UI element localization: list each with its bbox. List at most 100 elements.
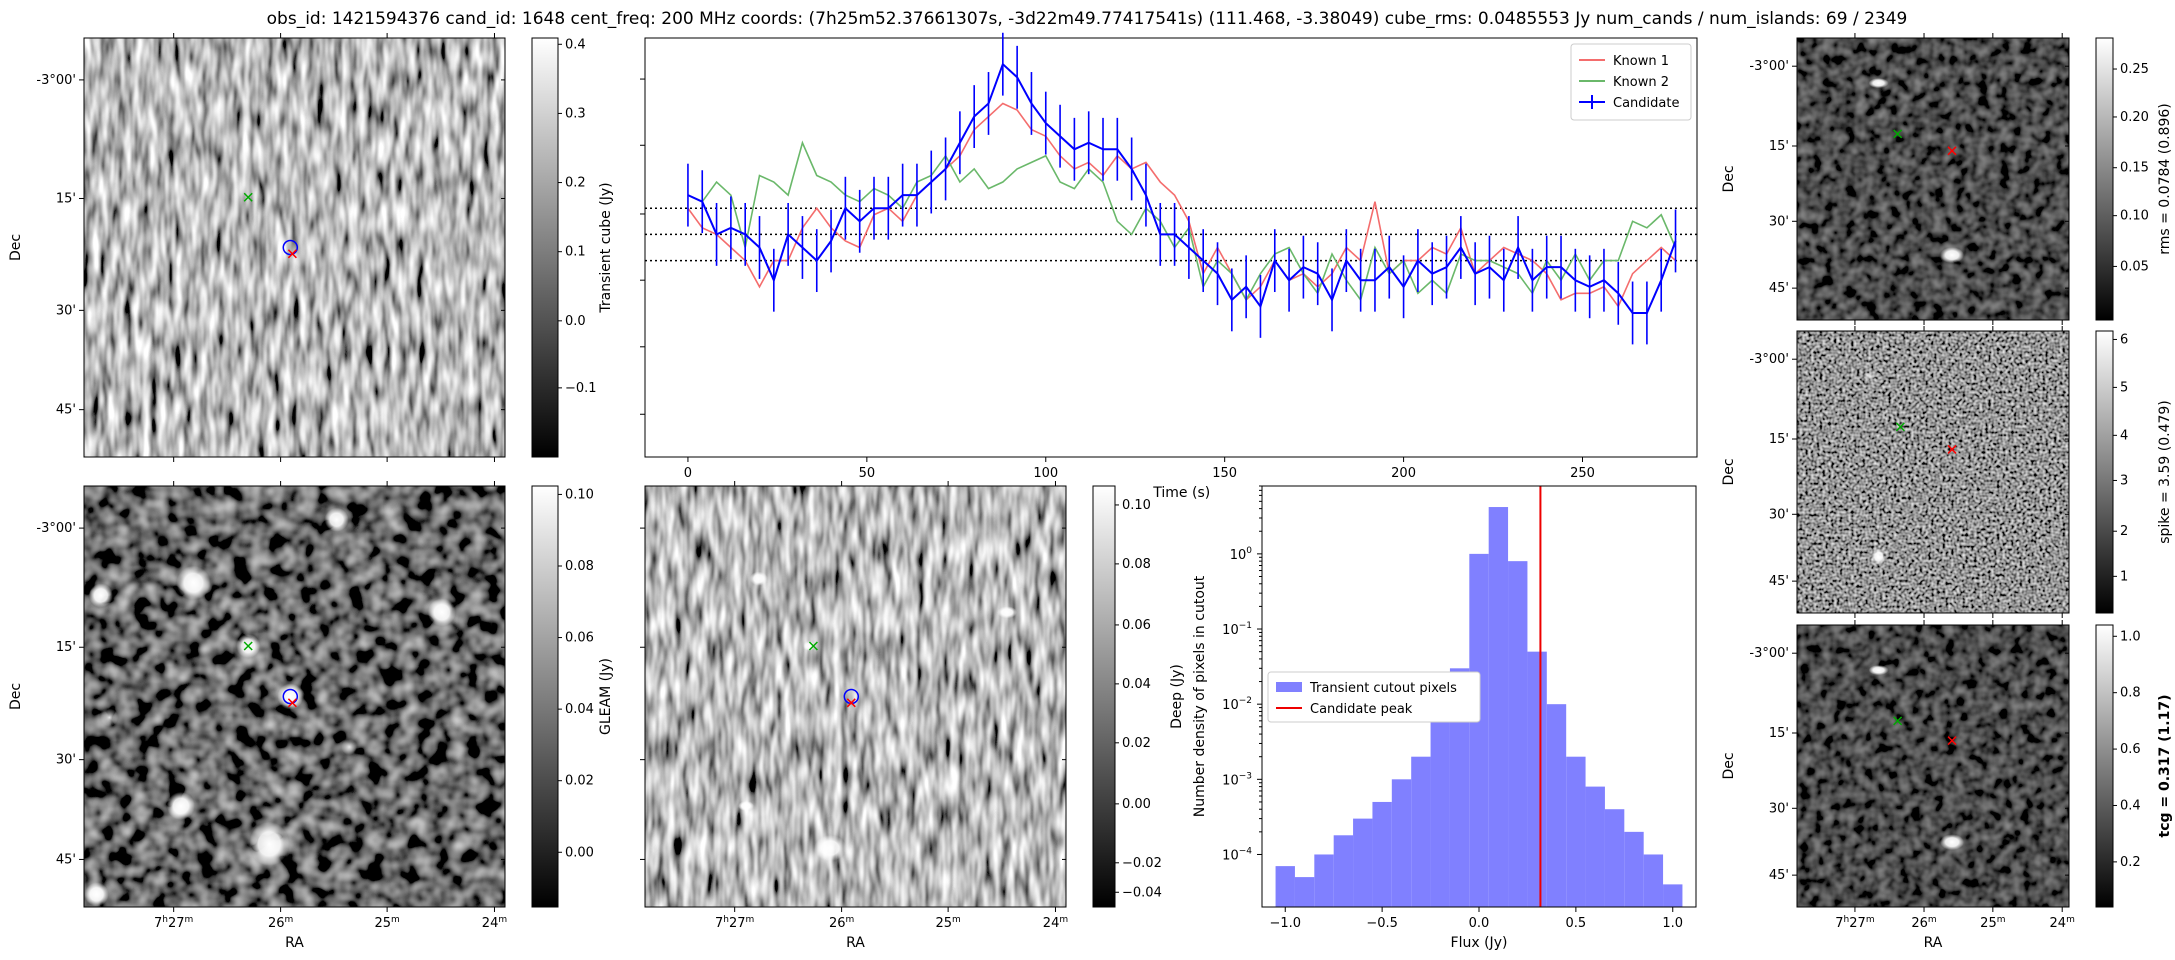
histogram-bar <box>1411 756 1431 907</box>
colorbar-tick-label: 5 <box>2120 380 2128 395</box>
histogram-bar <box>1449 668 1470 907</box>
dec-tick-label: 30' <box>1769 214 1789 229</box>
source-blob <box>1871 548 1886 565</box>
legend: Known 1 Known 2 Candidate <box>1570 43 1692 121</box>
image-frame <box>1796 37 2070 321</box>
dec-axis-label: Dec <box>8 683 24 710</box>
ra-tick-label: 7h27m <box>715 915 754 931</box>
series-line-known-2 <box>687 140 1677 302</box>
ra-tick-label: 7h27m <box>154 915 193 931</box>
red-cross-marker <box>846 698 856 708</box>
histogram-bar <box>1663 884 1683 907</box>
source-blob <box>249 821 290 866</box>
colorbar-tick-label: 0.20 <box>2120 110 2149 125</box>
colorbar-tick-label: 1.0 <box>2120 629 2141 644</box>
green-cross-marker <box>808 641 818 651</box>
source-blob <box>100 708 119 727</box>
dec-tick-label: 45' <box>56 403 76 418</box>
red-cross-marker <box>1947 736 1957 746</box>
colorbar <box>531 37 559 458</box>
histogram-bar <box>1430 720 1450 907</box>
colorbar-tick-label: 0.10 <box>2120 209 2149 224</box>
colorbar-tick-label: 0.4 <box>565 37 586 52</box>
histogram-bar <box>1294 877 1315 907</box>
colorbar-tick-label: 0.06 <box>1122 618 1151 633</box>
source-blob <box>1940 247 1965 264</box>
image-frame <box>1796 330 2070 614</box>
green-cross-marker <box>1895 422 1905 432</box>
colorbar-tick-label: 0.00 <box>565 845 594 860</box>
source-blob <box>341 739 358 756</box>
x-tick-label: 100 <box>1033 466 1058 481</box>
source-blob <box>88 583 113 608</box>
blue-circle-marker <box>282 239 299 256</box>
dec-tick-label: 45' <box>1769 574 1789 589</box>
colorbar-tick-label: 0.15 <box>2120 161 2149 176</box>
histogram-bar <box>1527 651 1547 907</box>
image-frame <box>83 485 506 908</box>
colorbar-tick-label: −0.1 <box>565 381 597 396</box>
legend-entry: Candidate peak <box>1310 702 1413 717</box>
histogram-bar <box>1353 818 1373 907</box>
image-content <box>645 486 1066 907</box>
colorbar-tick-label: 0.06 <box>565 631 594 646</box>
histogram-bar <box>1333 835 1354 907</box>
ra-tick-label: 25m <box>1980 915 2005 931</box>
x-tick-label: 50 <box>859 466 876 481</box>
colorbar-tick-label: 0.04 <box>565 702 594 717</box>
colorbar-label: rms = 0.0784 (0.896) <box>2157 103 2173 255</box>
x-tick-label: −0.5 <box>1366 916 1398 931</box>
ra-tick-label: 25m <box>935 915 960 931</box>
image-content <box>1797 331 2069 613</box>
dec-axis-label: Dec <box>8 234 24 261</box>
colorbar-tick-label: 0.25 <box>2120 62 2149 77</box>
dec-axis-label: Dec <box>1721 458 1737 485</box>
dec-tick-label: 30' <box>56 753 76 768</box>
histogram-bar <box>1546 704 1567 907</box>
ra-tick-label: 26m <box>268 915 293 931</box>
legend: Transient cutout pixels Candidate peak <box>1267 671 1481 723</box>
colorbar <box>1092 485 1116 908</box>
source-blob <box>176 565 211 600</box>
light-curve-panel: 0 50 100 150 200 250 Time (s) Known 1 Known 2 Can… <box>640 32 1698 501</box>
colorbar-tick-label: 0.8 <box>2120 686 2141 701</box>
image-frame <box>83 37 506 458</box>
dec-axis-label: Dec <box>1721 165 1737 192</box>
ra-tick-label: 26m <box>1911 915 1936 931</box>
colorbar-tick-label: 0.0 <box>565 314 586 329</box>
ra-tick-label: 25m <box>374 915 399 931</box>
legend-entry: Candidate <box>1613 96 1679 111</box>
y-axis-label: Number density of pixels in cutout <box>1192 575 1208 817</box>
colorbar-tick-label: 0.05 <box>2120 259 2149 274</box>
rms-image: -3°00' 15' 30' 45' Dec 0.25 0.20 0.15 0.10 0.05 rm… <box>1721 33 2173 325</box>
green-cross-marker <box>243 641 253 651</box>
source-blob <box>749 571 768 586</box>
blue-circle-marker <box>282 688 299 705</box>
figure-title: obs_id: 1421594376 cand_id: 1648 cent_fr… <box>267 9 1908 29</box>
legend-swatch <box>1276 682 1302 692</box>
deep-image: 7h27m 26m 25m 24m RA 0.10 0.08 0.06 0.04 0.02 0.00… <box>640 481 1185 951</box>
dec-tick-label: 45' <box>1769 281 1789 296</box>
histogram-bar <box>1391 779 1412 907</box>
x-axis-label: Time (s) <box>1152 485 1210 501</box>
colorbar-tick-label: 1 <box>2120 569 2128 584</box>
colorbar-tick-label: −0.04 <box>1122 885 1162 900</box>
colorbar-tick-label: 0.4 <box>2120 798 2141 813</box>
dec-tick-label: 15' <box>56 640 76 655</box>
histogram-bar <box>1604 809 1625 907</box>
legend-box <box>1267 671 1481 723</box>
histogram-bar <box>1314 854 1334 907</box>
colorbar-tick-label: 0.10 <box>565 487 594 502</box>
colorbar-tick-label: 2 <box>2120 524 2128 539</box>
colorbar-label: GLEAM (Jy) <box>598 658 614 735</box>
source-blob <box>1868 78 1889 89</box>
red-cross-marker <box>287 249 297 259</box>
colorbar-tick-label: 0.08 <box>565 559 594 574</box>
spike-image: -3°00' 15' 30' 45' Dec 6 5 4 3 2 1 spike = 3.59 (0.… <box>1721 326 2173 618</box>
colorbar-label: Deep (Jy) <box>1169 664 1185 729</box>
x-tick-label: 1.0 <box>1662 916 1683 931</box>
x-tick-label: 0.5 <box>1566 916 1587 931</box>
x-tick-label: 250 <box>1570 466 1595 481</box>
green-cross-marker <box>1893 716 1903 726</box>
